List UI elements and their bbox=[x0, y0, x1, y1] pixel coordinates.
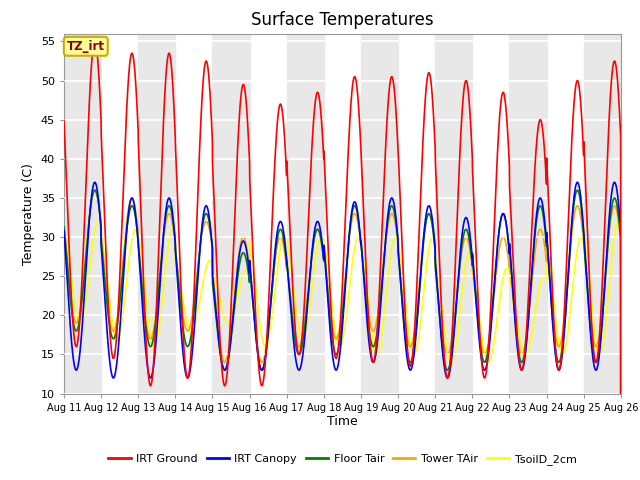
Legend: IRT Ground, IRT Canopy, Floor Tair, Tower TAir, TsoilD_2cm: IRT Ground, IRT Canopy, Floor Tair, Towe… bbox=[104, 450, 581, 469]
Text: TZ_irt: TZ_irt bbox=[67, 40, 105, 53]
Bar bbox=[138, 34, 175, 394]
Title: Surface Temperatures: Surface Temperatures bbox=[251, 11, 434, 29]
Bar bbox=[212, 34, 250, 394]
Bar bbox=[287, 34, 324, 394]
Bar bbox=[509, 34, 547, 394]
Y-axis label: Temperature (C): Temperature (C) bbox=[22, 163, 35, 264]
Bar bbox=[64, 34, 101, 394]
Bar bbox=[361, 34, 398, 394]
Bar bbox=[584, 34, 621, 394]
Bar bbox=[435, 34, 472, 394]
X-axis label: Time: Time bbox=[327, 415, 358, 429]
